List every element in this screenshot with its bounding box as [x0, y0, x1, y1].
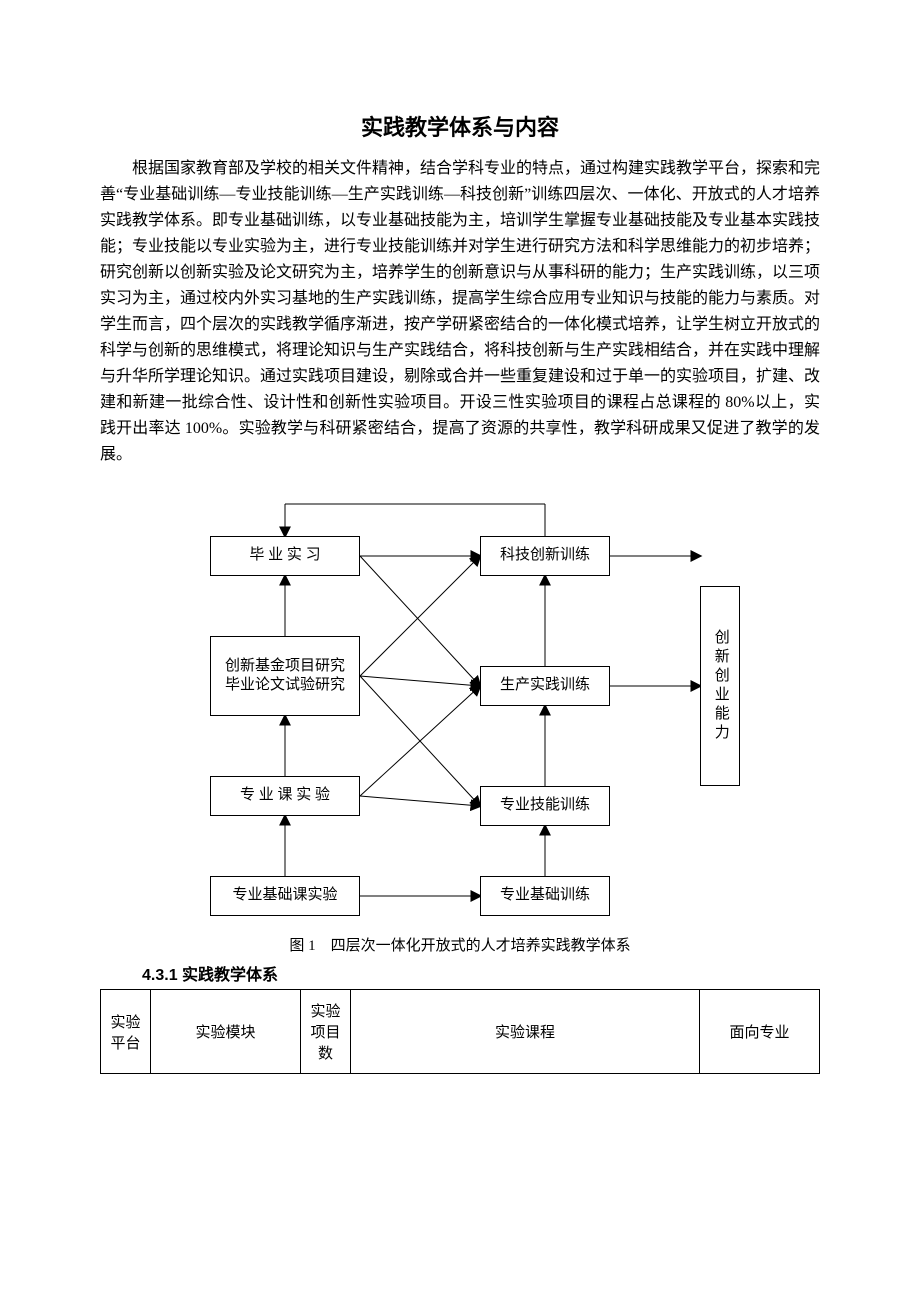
node-skill_train: 专业技能训练: [480, 786, 610, 826]
figure-1: 毕 业 实 习创新基金项目研究 毕业论文试验研究专 业 课 实 验专业基础课实验…: [100, 496, 820, 955]
th-module: 实验模块: [151, 990, 301, 1074]
node-grad_intern: 毕 业 实 习: [210, 536, 360, 576]
node-base_train: 专业基础训练: [480, 876, 610, 916]
node-innov_fund: 创新基金项目研究 毕业论文试验研究: [210, 636, 360, 716]
page-title: 实践教学体系与内容: [100, 110, 820, 142]
node-base_course: 专业基础课实验: [210, 876, 360, 916]
th-count: 实验项目数: [301, 990, 351, 1074]
table-header-row: 实验平台 实验模块 实验项目数 实验课程 面向专业: [101, 990, 820, 1074]
th-major: 面向专业: [700, 990, 820, 1074]
th-course: 实验课程: [351, 990, 700, 1074]
node-pro_course: 专 业 课 实 验: [210, 776, 360, 816]
node-ability: 创新创业能力: [700, 586, 740, 786]
flowchart: 毕 业 实 习创新基金项目研究 毕业论文试验研究专 业 课 实 验专业基础课实验…: [140, 496, 780, 926]
section-heading: 4.3.1 实践教学体系: [142, 961, 820, 985]
node-tech_innov: 科技创新训练: [480, 536, 610, 576]
figure-caption: 图 1 四层次一体化开放式的人才培养实践教学体系: [100, 934, 820, 955]
th-platform: 实验平台: [101, 990, 151, 1074]
node-prod_train: 生产实践训练: [480, 666, 610, 706]
system-table: 实验平台 实验模块 实验项目数 实验课程 面向专业: [100, 989, 820, 1074]
intro-paragraph: 根据国家教育部及学校的相关文件精神，结合学科专业的特点，通过构建实践教学平台，探…: [100, 156, 820, 468]
